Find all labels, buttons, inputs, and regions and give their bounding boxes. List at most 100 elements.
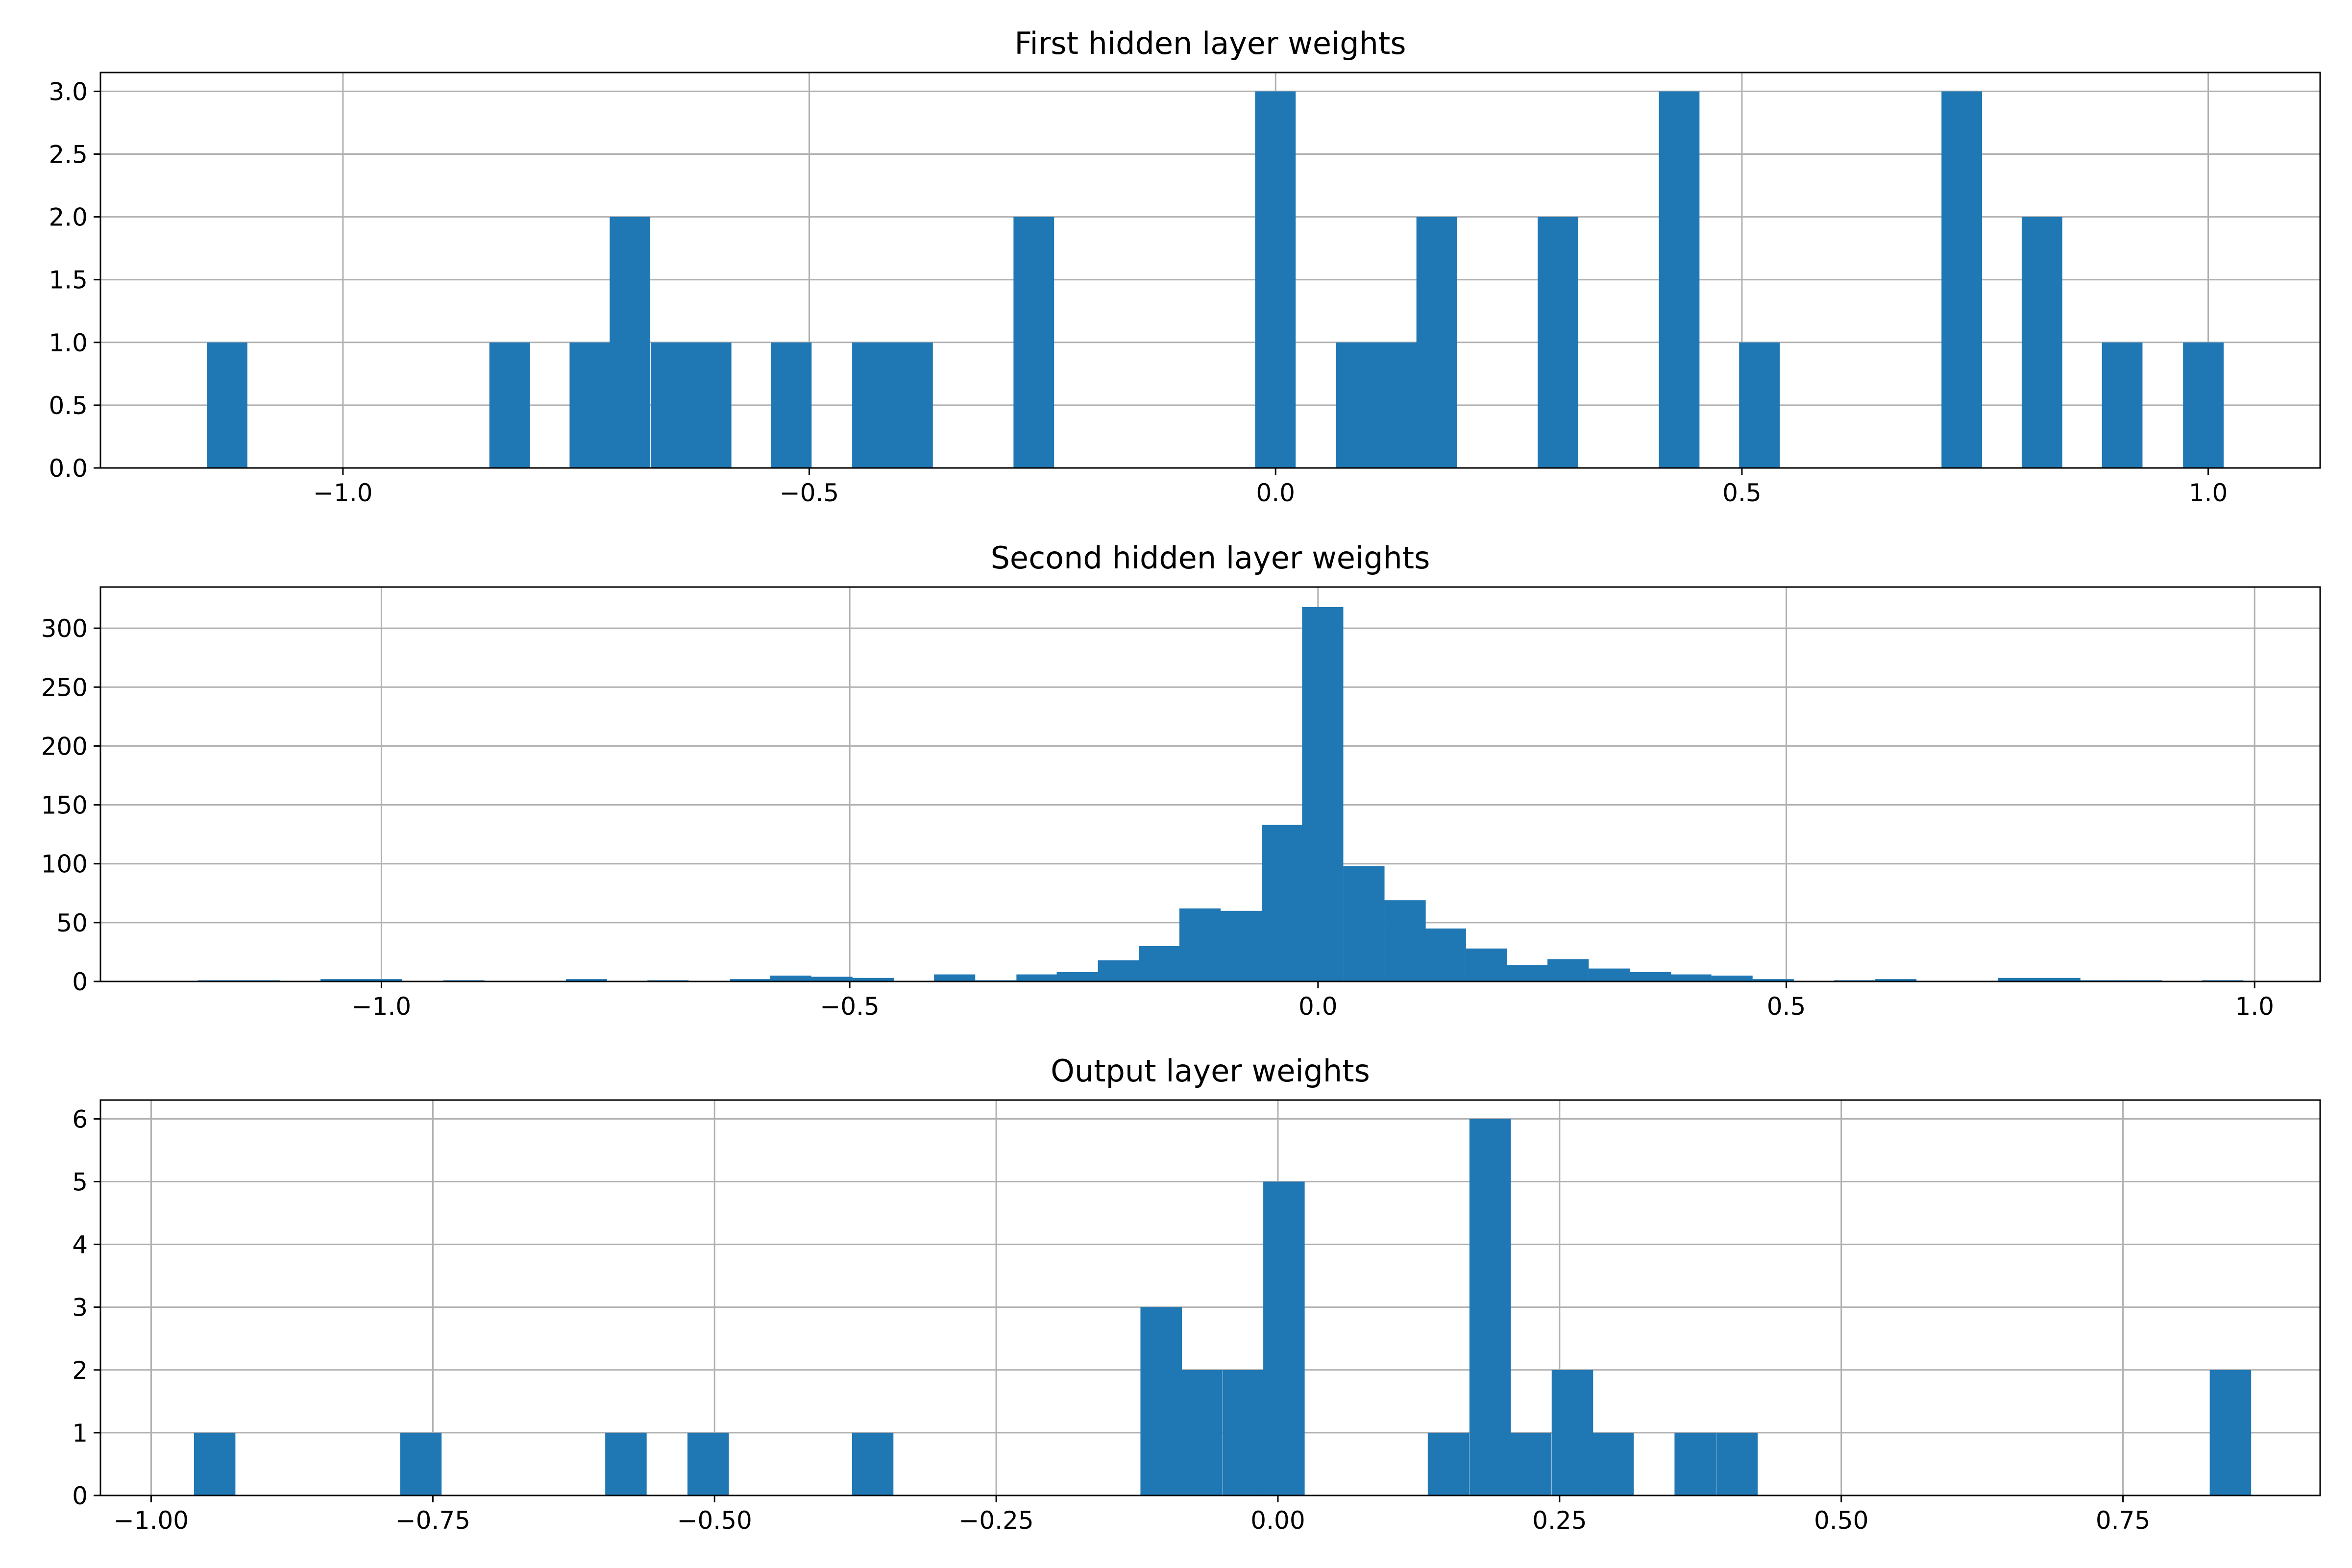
histogram-bar [400,1432,442,1495]
histogram-bar [852,342,893,468]
histogram-bar [650,342,691,468]
histogram-bar [770,975,811,981]
x-tick-label: −0.50 [677,1506,752,1535]
y-tick-label: 300 [41,614,88,643]
histogram-bar [1416,217,1457,468]
histogram-bar [2183,342,2224,468]
y-tick-label: 6 [72,1105,88,1133]
y-tick-label: 0.5 [49,392,88,420]
histogram-bar [1630,972,1671,981]
histogram-bar [1181,1370,1223,1495]
x-tick-label: 0.50 [1814,1506,1868,1535]
histogram-bar [2209,1370,2252,1495]
histogram-bars [206,91,2224,468]
histogram-bar [361,979,402,981]
subplot-output-layer: Output layer weights −1.00 −0.75 −0.50 −0.2… [72,1053,2321,1535]
histogram-bar [194,1432,236,1495]
axis-ticks: −1.0 −0.5 0.0 0.5 1.0 0 50 100 150 200 250 300 [41,614,2274,1021]
histogram-bar [1343,866,1385,981]
histogram-bar [1336,342,1377,468]
histogram-bar [1098,960,1139,981]
axes-frame [99,72,2321,469]
histogram-bars [194,1119,2252,1495]
histogram-bars [197,607,2244,981]
histogram-bar [1179,908,1221,981]
x-tick-label: −0.75 [395,1506,470,1535]
axis-ticks: −1.00 −0.75 −0.50 −0.25 0.00 0.25 0.50 0.75 0 1 2 3… [72,1105,2150,1535]
histogram-bar [489,342,530,468]
histogram-bar [730,979,771,981]
y-tick-label: 2.0 [49,203,88,232]
histogram-bar [1469,1119,1511,1495]
x-tick-label: 1.0 [2235,992,2274,1021]
subplot-title: First hidden layer weights [1014,25,1406,61]
histogram-bar [1466,948,1507,981]
histogram-bar [1551,1370,1593,1495]
x-tick-label: −0.5 [820,992,879,1021]
y-tick-label: 0 [72,968,88,996]
histogram-bar [1711,975,1753,981]
histogram-bar [206,342,247,468]
histogram-bar [852,1432,894,1495]
y-tick-label: 3.0 [49,77,88,106]
histogram-bar [934,974,976,981]
x-tick-label: 0.5 [1767,992,1806,1021]
subplot-first-hidden-layer: First hidden layer weights −1.0 −0.5 0.0 0.… [49,25,2321,507]
x-tick-label: 0.00 [1250,1506,1305,1535]
histogram-bar [1752,979,1794,981]
histogram-bar [811,977,853,981]
histogram-bar [1507,965,1549,981]
x-tick-label: −1.0 [313,479,372,507]
y-tick-label: 250 [41,673,88,702]
histogram-bar [2102,342,2143,468]
histogram-bar [687,1432,729,1495]
y-tick-label: 1.0 [49,329,88,357]
histogram-bar [1221,910,1262,981]
histogram-bar [1547,959,1589,981]
subplot-title: Second hidden layer weights [991,540,1430,576]
y-tick-label: 1 [72,1419,88,1447]
histogram-bar [1376,342,1417,468]
gridlines [100,73,2320,469]
histogram-bar [2021,217,2062,468]
histogram-bar [1941,91,1983,468]
histogram-bar [2039,978,2081,981]
histogram-bar [892,342,933,468]
histogram-bar [1739,342,1780,468]
histogram-bar [320,979,362,981]
histogram-bar [1716,1432,1758,1495]
y-tick-label: 3 [72,1294,88,1322]
histogram-bar [1302,607,1344,981]
y-tick-label: 1.5 [49,266,88,294]
y-tick-label: 0 [72,1482,88,1510]
y-tick-label: 100 [41,850,88,879]
y-tick-label: 0.0 [49,454,88,483]
x-tick-label: −1.0 [352,992,411,1021]
axis-ticks: −1.0 −0.5 0.0 0.5 1.0 0.0 0.5 1.0 1.5 2.0 2.5 3.0 [49,77,2228,507]
histogram-bar [771,342,812,468]
x-tick-label: 0.75 [2096,1506,2150,1535]
histogram-bar [1056,972,1098,981]
axes-frame [99,586,2321,982]
histogram-bar [1592,1432,1634,1495]
histogram-bar [1255,91,1296,468]
histogram-bar [565,979,608,981]
y-tick-label: 150 [41,791,88,820]
subplot-second-hidden-layer: Second hidden layer weights −1.0 −0.5 0.0 0… [41,540,2321,1021]
histogram-bar [1016,974,1058,981]
x-tick-label: 1.0 [2189,479,2228,507]
histogram-bar [1013,217,1054,468]
histogram-bar [569,342,611,468]
histogram-bar [1659,91,1700,468]
histogram-bar [1424,928,1466,981]
y-tick-label: 50 [56,909,88,937]
x-tick-label: −0.25 [958,1506,1033,1535]
y-tick-label: 4 [72,1231,88,1259]
histogram-bar [852,978,894,981]
histogram-bar [1262,825,1303,981]
histogram-bar [1223,1370,1264,1495]
histogram-bar [1263,1181,1305,1495]
x-tick-label: 0.25 [1532,1506,1587,1535]
y-tick-label: 5 [72,1168,88,1197]
